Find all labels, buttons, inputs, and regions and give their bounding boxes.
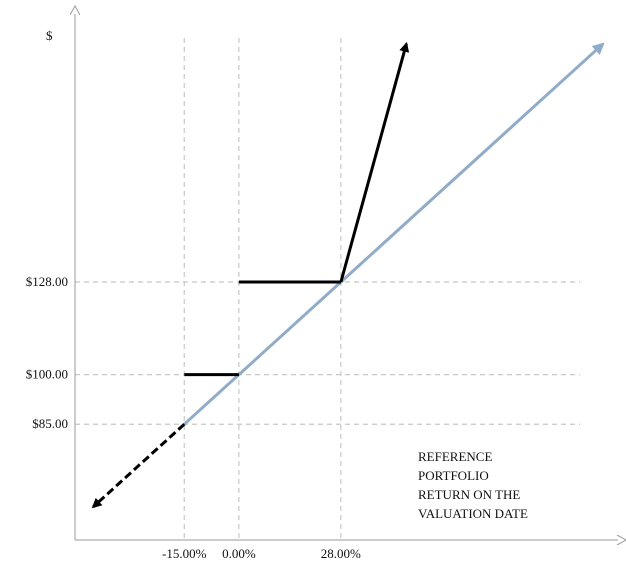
series-line-payoff-downside [91,423,186,509]
annotation: REFERENCE PORTFOLIO RETURN ON THE VALUAT… [418,449,528,521]
x-tick-labels: -15.00% 0.00% 28.00% [162,546,361,561]
x-tick-label: -15.00% [162,546,207,561]
y-tick-label: $85.00 [32,416,68,431]
annotation-line: RETURN ON THE [418,487,520,502]
y-tick-label: $100.00 [26,367,68,382]
series-line-payoff-upside [339,41,410,283]
y-tick-label: $128.00 [26,274,68,289]
series-group [91,41,605,509]
annotation-line: PORTFOLIO [418,468,489,483]
x-tick-label: 28.00% [321,546,361,561]
y-tick-labels: $85.00 $100.00 $128.00 [26,274,68,431]
axes [75,14,618,540]
annotation-line: REFERENCE [418,449,492,464]
annotation-line: VALUATION DATE [418,506,528,521]
grid-lines [75,38,580,540]
series-line-reference [183,42,605,426]
x-tick-label: 0.00% [222,546,256,561]
y-axis-title: $ [46,28,53,43]
